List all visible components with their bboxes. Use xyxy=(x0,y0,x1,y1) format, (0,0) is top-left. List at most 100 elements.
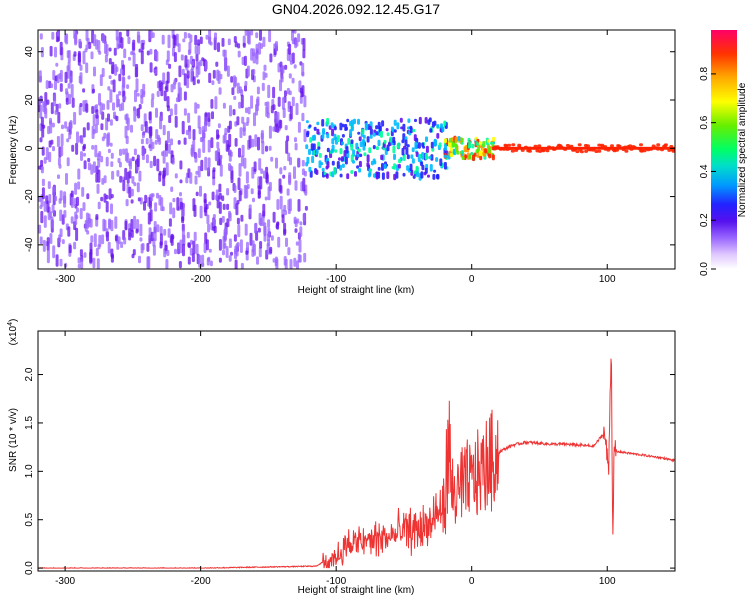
heatmap-cell xyxy=(207,139,211,153)
y-tick-label: -20 xyxy=(24,189,35,204)
heatmap-cell xyxy=(141,148,145,161)
heatmap-cell xyxy=(256,86,260,95)
heatmap-cell xyxy=(159,241,163,249)
heatmap-cell xyxy=(545,149,550,153)
heatmap-cell xyxy=(279,167,283,175)
heatmap-cell xyxy=(671,149,675,153)
heatmap-cell xyxy=(135,228,139,234)
heatmap-cell xyxy=(85,103,89,113)
heatmap-cell xyxy=(111,61,115,74)
heatmap-cell xyxy=(59,83,63,92)
heatmap-cell xyxy=(163,228,167,236)
heatmap-cell xyxy=(333,126,337,131)
heatmap-cell xyxy=(112,102,115,111)
heatmap-cell xyxy=(270,156,274,162)
heatmap-cell xyxy=(238,86,242,94)
heatmap-cell xyxy=(42,124,46,129)
heatmap-cell xyxy=(64,71,68,84)
heatmap-cell xyxy=(194,34,198,46)
heatmap-cell xyxy=(99,102,103,115)
heatmap-cell xyxy=(140,124,144,132)
heatmap-cell xyxy=(67,61,71,72)
heatmap-cell xyxy=(172,82,176,90)
heatmap-cell xyxy=(186,70,190,79)
figure-title: GN04.2026.092.12.45.G17 xyxy=(272,1,440,17)
heatmap-cell xyxy=(215,61,219,67)
heatmap-cell xyxy=(189,34,193,43)
heatmap-cell xyxy=(478,141,482,146)
heatmap-cell xyxy=(205,204,209,210)
heatmap-cell xyxy=(252,69,256,75)
heatmap-cell xyxy=(486,139,490,143)
heatmap-cell xyxy=(616,144,621,148)
heatmap-cell xyxy=(117,157,121,163)
heatmap-cell xyxy=(146,50,150,56)
heatmap-cell xyxy=(92,161,96,173)
heatmap-cell xyxy=(251,166,255,179)
heatmap-cell xyxy=(334,149,338,153)
heatmap-cell xyxy=(216,129,219,140)
heatmap-cell xyxy=(341,134,345,138)
heatmap-cell xyxy=(163,167,166,177)
heatmap-cell xyxy=(188,41,192,54)
heatmap-cell xyxy=(450,137,454,143)
heatmap-cell xyxy=(258,42,261,55)
heatmap-cell xyxy=(50,102,54,115)
heatmap-cell xyxy=(280,75,284,83)
heatmap-cell xyxy=(49,233,53,244)
heatmap-cell xyxy=(225,246,229,258)
heatmap-cell xyxy=(265,145,268,152)
heatmap-cell xyxy=(127,75,131,80)
heatmap-cell xyxy=(373,173,376,178)
heatmap-cell xyxy=(262,203,266,217)
heatmap-cell xyxy=(65,33,69,45)
heatmap-cell xyxy=(41,187,45,200)
heatmap-cell xyxy=(123,48,127,59)
heatmap-cell xyxy=(393,163,397,170)
heatmap-cell xyxy=(341,123,345,128)
heatmap-cell xyxy=(338,157,341,161)
heatmap-cell xyxy=(421,142,425,147)
heatmap-cell xyxy=(228,149,232,162)
heatmap-cell xyxy=(159,226,163,235)
heatmap-cell xyxy=(302,213,306,222)
heatmap-cell xyxy=(333,168,337,175)
heatmap-cell xyxy=(275,114,279,124)
heatmap-cell xyxy=(166,105,170,112)
heatmap-cell xyxy=(490,141,493,145)
heatmap-cell xyxy=(436,124,440,128)
heatmap-cell xyxy=(68,244,72,254)
heatmap-cell xyxy=(40,159,44,167)
heatmap-cell xyxy=(95,214,99,220)
heatmap-cell xyxy=(42,239,46,252)
heatmap-cell xyxy=(369,128,373,136)
heatmap-cell xyxy=(353,118,356,125)
heatmap-cell xyxy=(234,41,238,48)
heatmap-cell xyxy=(226,65,230,77)
heatmap-cell xyxy=(240,214,244,222)
heatmap-cell xyxy=(320,162,324,166)
heatmap-cell xyxy=(433,138,437,147)
heatmap-cell xyxy=(313,126,317,131)
heatmap-cell xyxy=(66,157,70,167)
heatmap-cell xyxy=(265,172,269,183)
heatmap-cell xyxy=(172,34,176,49)
heatmap-cell xyxy=(86,122,90,131)
heatmap-cell xyxy=(167,228,171,238)
heatmap-cell xyxy=(471,143,475,149)
heatmap-cell xyxy=(270,235,274,241)
heatmap-cell xyxy=(372,131,376,137)
heatmap-cell xyxy=(38,97,42,106)
heatmap-cell xyxy=(59,190,63,201)
heatmap-cell xyxy=(149,30,153,39)
heatmap-cell xyxy=(167,143,171,154)
heatmap-cell xyxy=(234,138,238,147)
heatmap-cell xyxy=(219,164,223,177)
heatmap-cell xyxy=(410,169,414,176)
heatmap-cell xyxy=(174,173,178,179)
heatmap-cell xyxy=(347,138,351,145)
heatmap-cell xyxy=(210,99,214,109)
heatmap-cell xyxy=(171,157,175,165)
heatmap-cell xyxy=(362,138,365,146)
heatmap-cell xyxy=(233,95,237,100)
